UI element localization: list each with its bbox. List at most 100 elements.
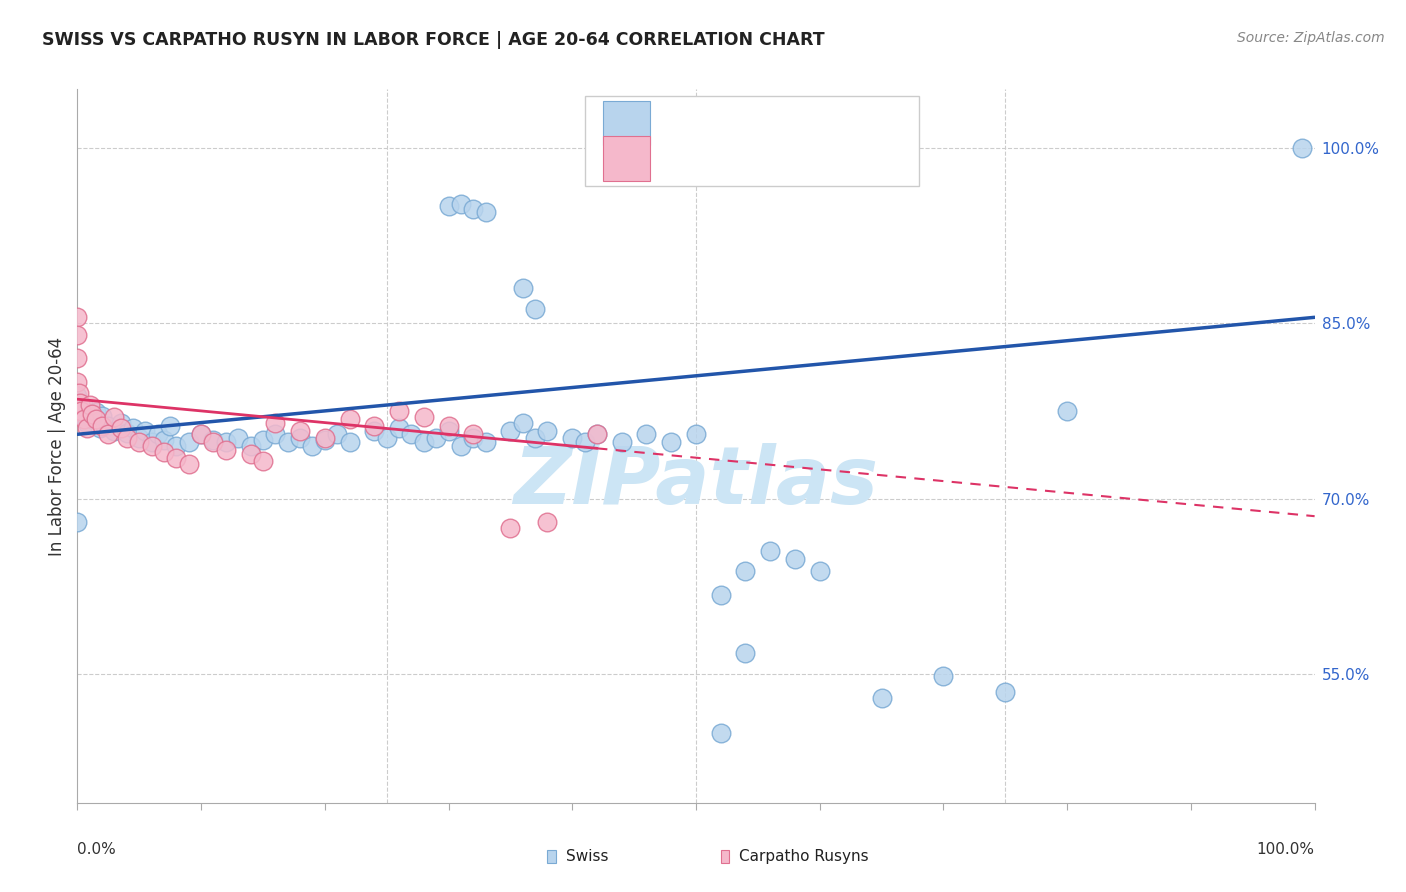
Point: [153, 445, 176, 459]
Point: [84, 405, 107, 419]
Point: [115, 431, 138, 445]
Point: [388, 404, 411, 418]
Point: [994, 684, 1017, 698]
Point: [783, 552, 806, 566]
Point: [524, 431, 547, 445]
Point: [159, 419, 181, 434]
Point: [401, 427, 423, 442]
Point: [363, 424, 385, 438]
Point: [870, 690, 893, 705]
Bar: [547, 850, 555, 863]
Point: [474, 205, 496, 219]
Point: [1056, 404, 1078, 418]
Point: [215, 442, 238, 457]
Text: 100.0%: 100.0%: [1257, 842, 1315, 857]
Point: [463, 431, 485, 445]
Point: [536, 424, 558, 438]
Point: [463, 427, 485, 442]
Point: [512, 281, 534, 295]
Point: [103, 424, 125, 438]
Bar: [603, 136, 650, 180]
Point: [326, 427, 349, 442]
Point: [288, 424, 311, 438]
Point: [84, 412, 107, 426]
Point: [388, 421, 411, 435]
Point: [685, 427, 707, 442]
Point: [586, 427, 609, 442]
Point: [97, 427, 120, 442]
Point: [574, 435, 596, 450]
Point: [610, 435, 633, 450]
Point: [66, 404, 89, 418]
Point: [66, 515, 89, 529]
Point: [66, 351, 89, 366]
Point: [710, 725, 733, 739]
Text: R =  0.137   N = 76: R = 0.137 N = 76: [669, 114, 876, 132]
Point: [759, 544, 782, 558]
FancyBboxPatch shape: [585, 96, 918, 186]
Point: [202, 435, 225, 450]
Point: [202, 433, 225, 447]
Point: [734, 564, 756, 578]
Point: [165, 450, 187, 465]
Point: [1291, 141, 1313, 155]
Point: [67, 386, 90, 401]
Point: [89, 421, 111, 435]
Text: Source: ZipAtlas.com: Source: ZipAtlas.com: [1237, 31, 1385, 45]
Point: [239, 439, 262, 453]
Point: [636, 427, 658, 442]
Point: [66, 310, 89, 325]
Point: [808, 564, 831, 578]
Point: [215, 435, 238, 450]
Text: Carpatho Rusyns: Carpatho Rusyns: [740, 849, 869, 863]
Text: R = -0.125   N = 40: R = -0.125 N = 40: [669, 150, 876, 168]
Point: [66, 395, 89, 409]
Point: [97, 419, 120, 434]
Point: [264, 427, 287, 442]
Text: Swiss: Swiss: [565, 849, 609, 863]
Point: [659, 435, 682, 450]
Point: [412, 409, 434, 424]
Point: [450, 197, 472, 211]
Text: ZIPatlas: ZIPatlas: [513, 442, 879, 521]
Point: [69, 395, 91, 409]
Point: [91, 409, 114, 423]
Point: [932, 669, 955, 683]
Point: [128, 435, 150, 450]
Point: [710, 588, 733, 602]
Point: [288, 431, 311, 445]
Point: [264, 416, 287, 430]
Point: [82, 412, 104, 426]
Point: [512, 416, 534, 430]
Point: [115, 426, 138, 441]
Point: [141, 439, 163, 453]
Point: [499, 424, 522, 438]
Point: [110, 421, 132, 435]
Point: [177, 457, 200, 471]
Point: [70, 404, 93, 418]
Point: [122, 421, 145, 435]
Point: [72, 412, 94, 426]
Bar: [721, 850, 730, 863]
Point: [437, 199, 460, 213]
Point: [153, 433, 176, 447]
Point: [190, 427, 212, 442]
Point: [561, 431, 583, 445]
Point: [76, 421, 98, 435]
Y-axis label: In Labor Force | Age 20-64: In Labor Force | Age 20-64: [48, 336, 66, 556]
Point: [437, 419, 460, 434]
Point: [524, 302, 547, 317]
Point: [226, 431, 249, 445]
Point: [363, 419, 385, 434]
Point: [66, 327, 89, 342]
Point: [177, 435, 200, 450]
Point: [734, 646, 756, 660]
Text: SWISS VS CARPATHO RUSYN IN LABOR FORCE | AGE 20-64 CORRELATION CHART: SWISS VS CARPATHO RUSYN IN LABOR FORCE |…: [42, 31, 825, 49]
Point: [437, 424, 460, 438]
Point: [190, 427, 212, 442]
Point: [339, 412, 361, 426]
Point: [76, 416, 98, 430]
Point: [134, 424, 156, 438]
Point: [425, 431, 447, 445]
Point: [314, 433, 336, 447]
